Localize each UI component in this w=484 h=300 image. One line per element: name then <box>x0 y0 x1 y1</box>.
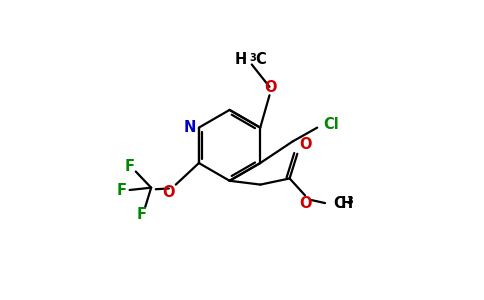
Text: Cl: Cl <box>323 117 339 132</box>
Text: O: O <box>300 196 312 211</box>
Text: F: F <box>137 207 147 222</box>
Text: H: H <box>234 52 246 68</box>
Text: H: H <box>340 196 353 211</box>
Text: O: O <box>163 185 175 200</box>
Text: F: F <box>124 159 135 174</box>
Text: C: C <box>333 196 344 211</box>
Text: O: O <box>264 80 276 94</box>
Text: 3: 3 <box>249 53 256 63</box>
Text: O: O <box>299 137 311 152</box>
Text: N: N <box>183 120 196 135</box>
Text: 3: 3 <box>347 196 353 206</box>
Text: F: F <box>117 183 127 198</box>
Text: C: C <box>255 52 266 68</box>
